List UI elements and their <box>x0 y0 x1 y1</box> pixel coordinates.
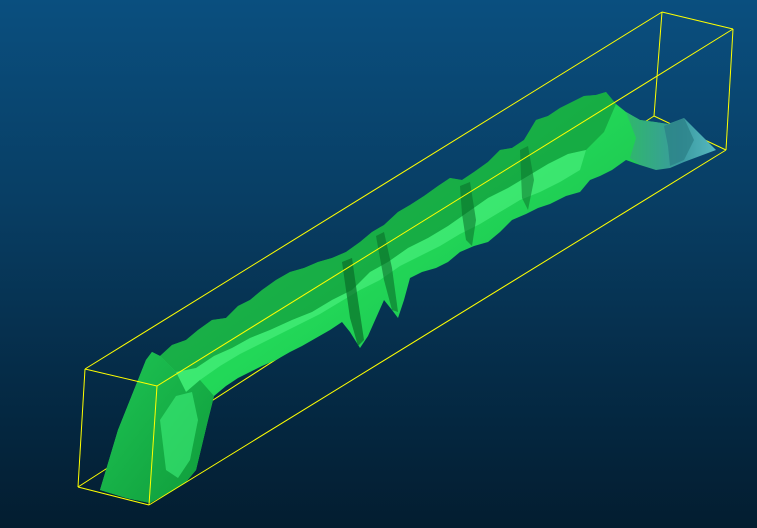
surface-highlight <box>176 150 586 392</box>
surface-far-tip-shade <box>664 118 694 166</box>
bounding-box-front <box>77 28 734 506</box>
surface-crevice-3 <box>460 182 476 246</box>
surface-crevice-4 <box>520 146 534 210</box>
surface-shadow-ridges <box>160 92 616 372</box>
surface-crevice-1 <box>342 258 364 346</box>
surface-near-end-highlight <box>160 392 198 478</box>
surface-crevice-2 <box>376 232 398 312</box>
terrain-surface[interactable] <box>100 92 716 503</box>
